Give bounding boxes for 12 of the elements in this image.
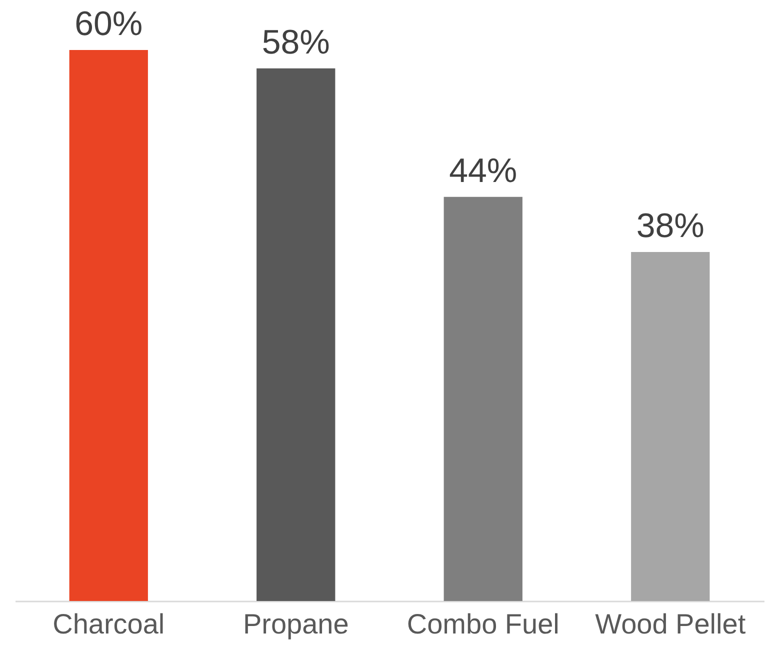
x-tick-label: Wood Pellet bbox=[595, 608, 746, 640]
data-label: 44% bbox=[449, 152, 518, 190]
bar bbox=[631, 252, 710, 601]
bar bbox=[69, 50, 148, 601]
data-label: 58% bbox=[262, 23, 330, 62]
data-label: 60% bbox=[74, 5, 143, 43]
x-tick-label: Charcoal bbox=[52, 608, 165, 640]
x-tick-label: Propane bbox=[242, 608, 349, 640]
data-label: 38% bbox=[636, 207, 704, 246]
bar bbox=[444, 196, 522, 601]
x-tick-label: Combo Fuel bbox=[406, 608, 560, 640]
bar bbox=[256, 68, 336, 601]
